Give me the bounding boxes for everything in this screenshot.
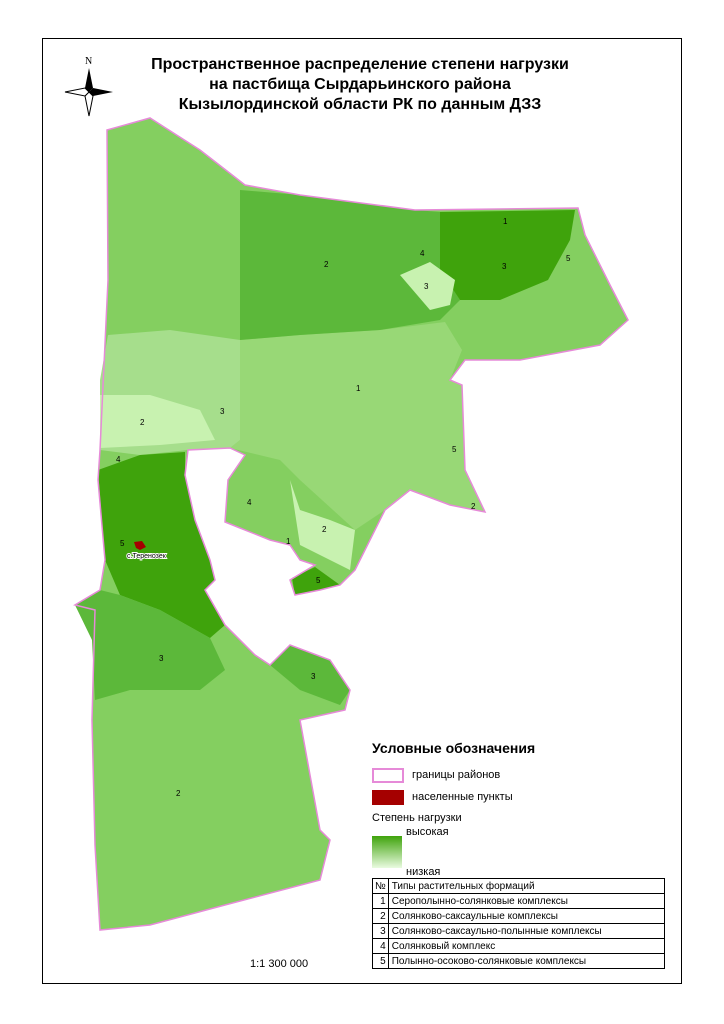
region-label: 4 <box>420 249 425 258</box>
legend-heading: Условные обозначения <box>372 740 536 756</box>
formation-table: № Типы растительных формаций 1 Серополынно… <box>372 878 666 969</box>
cell: 5 <box>372 953 389 969</box>
region-label: 3 <box>311 672 316 681</box>
zone-2-pale <box>100 395 215 448</box>
zone-3-sw <box>75 590 225 700</box>
zone-2-medium <box>240 190 460 340</box>
map-title: Пространственное распределение степени н… <box>120 55 600 115</box>
table-row: 1 Серополынно-солянковые комплексы <box>372 893 666 909</box>
high-label: высокая <box>406 826 449 838</box>
north-label: N <box>85 56 92 67</box>
legend-label: населенные пункты <box>412 791 513 803</box>
settlement-label: с.Теренозек <box>127 553 167 560</box>
region-label: 2 <box>471 502 476 511</box>
cell: Серополынно-солянковые комплексы <box>387 893 666 909</box>
region-label: 3 <box>220 407 225 416</box>
region-label: 4 <box>116 455 121 464</box>
region-label: 1 <box>356 384 361 393</box>
zone-3-pale <box>400 262 455 310</box>
title-line: Пространственное распределение степени н… <box>151 56 569 73</box>
table-row: 3 Солянково-саксаульно-полынные комплексы <box>372 923 666 939</box>
load-title: Степень нагрузки <box>372 812 462 824</box>
legend-settlements: населенные пункты <box>372 786 672 808</box>
zone-ne-dark <box>440 210 575 300</box>
region-label: 2 <box>324 260 329 269</box>
region-label: 5 <box>120 539 125 548</box>
north-arrow-icon: N <box>64 56 113 117</box>
table-row: 2 Солянково-саксаульные комплексы <box>372 908 666 924</box>
header-cell: Типы растительных формаций <box>387 878 666 894</box>
cell: Солянково-саксаульно-полынные комплексы <box>387 923 666 939</box>
title-line: Кызылординской области РК по данным ДЗЗ <box>178 96 542 113</box>
map-frame <box>42 38 682 984</box>
zone-2-strip <box>290 480 355 570</box>
legend-boundary: границы районов <box>372 764 672 786</box>
settlement-marker <box>134 541 146 550</box>
region-label: 2 <box>140 418 145 427</box>
region-label: 2 <box>176 789 181 798</box>
table-row: 4 Солянковый комплекс <box>372 938 666 954</box>
header-cell: № <box>372 878 389 894</box>
title-line: на пастбища Сырдарьинского района <box>209 76 511 93</box>
settlement-swatch <box>372 789 404 805</box>
table-header: № Типы растительных формаций <box>372 878 666 894</box>
cell: 4 <box>372 938 389 954</box>
zone-5-dark <box>98 452 225 638</box>
region-label: 5 <box>316 576 321 585</box>
cell: Солянково-саксаульные комплексы <box>387 908 666 924</box>
legend: Условные обозначения границы районов нас… <box>372 740 672 878</box>
boundary-swatch <box>372 767 404 783</box>
region-label: 2 <box>322 525 327 534</box>
cell: 3 <box>372 923 389 939</box>
region-label: 3 <box>159 654 164 663</box>
region-label: 1 <box>503 217 508 226</box>
low-label: низкая <box>406 866 441 878</box>
region-label: 4 <box>247 498 252 507</box>
region-label: 5 <box>566 254 571 263</box>
cell: Полынно-осоково-солянковые комплексы <box>387 953 666 969</box>
table-row: 5 Полынно-осоково-солянковые комплексы <box>372 953 666 969</box>
district-boundary <box>73 117 629 931</box>
region-label: 5 <box>452 445 457 454</box>
scale-label: 1:1 300 000 <box>250 958 309 970</box>
region-label: 1 <box>286 537 291 546</box>
legend-label: границы районов <box>412 769 501 781</box>
cell: Солянковый комплекс <box>387 938 666 954</box>
zone-1 <box>230 322 485 530</box>
load-gradient <box>372 836 402 868</box>
cell: 1 <box>372 893 389 909</box>
region-label: 3 <box>502 262 507 271</box>
region-label: 3 <box>424 282 429 291</box>
cell: 2 <box>372 908 389 924</box>
